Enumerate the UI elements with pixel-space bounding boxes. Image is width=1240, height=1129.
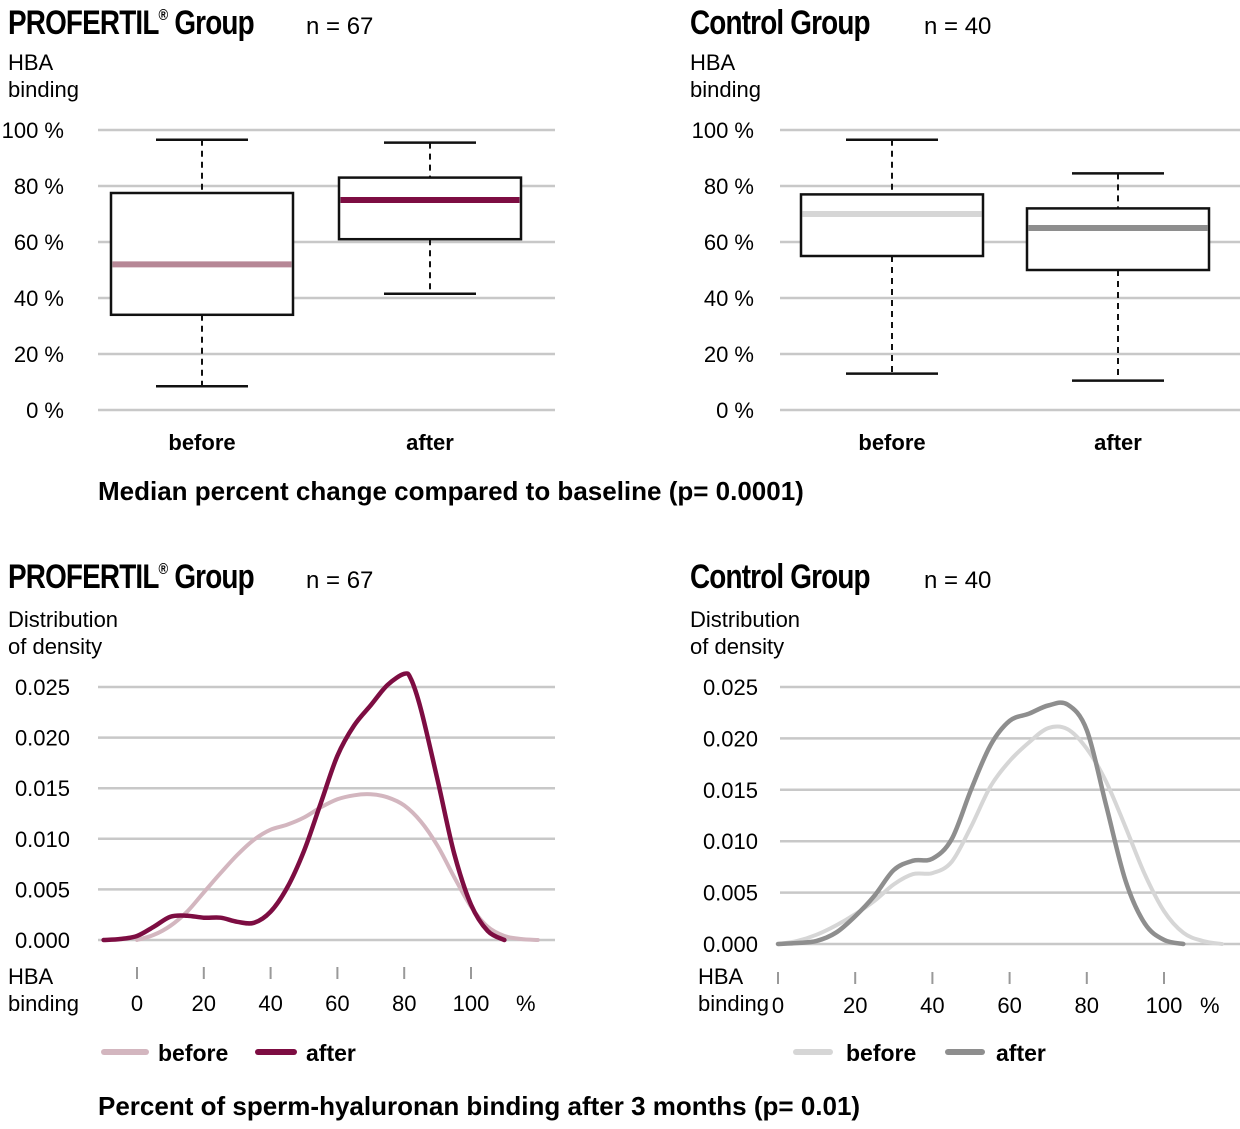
y-axis-label-line1: Distribution — [690, 607, 800, 632]
x-tick-label: 20 — [192, 991, 216, 1016]
y-tick-label: 80 % — [704, 174, 754, 199]
sample-size-label: n = 67 — [306, 13, 373, 40]
y-tick-label: 0.015 — [15, 776, 70, 801]
panel-title: PROFERTIL® Group — [8, 3, 254, 41]
x-axis-label-line1: HBA — [698, 964, 744, 989]
y-tick-label: 0.005 — [15, 877, 70, 902]
box-after — [1025, 172, 1211, 382]
panel-title: Control Group — [690, 3, 870, 41]
y-tick-label: 0.010 — [703, 829, 758, 854]
y-tick-label: 40 % — [704, 286, 754, 311]
x-tick-label: 100 — [1146, 993, 1183, 1018]
iqr-box — [337, 176, 523, 241]
sample-size-label: n = 40 — [924, 567, 991, 594]
x-tick-label: 100 — [453, 991, 490, 1016]
legend-label-after: after — [306, 1040, 356, 1066]
legend-label-before: before — [846, 1040, 916, 1066]
x-tick-label: 80 — [1075, 993, 1099, 1018]
category-label: after — [406, 430, 454, 455]
y-axis-label-line2: of density — [8, 634, 102, 659]
y-tick-label: 0.025 — [15, 675, 70, 700]
x-tick-label: 0 — [131, 991, 143, 1016]
legend: before after — [101, 1040, 356, 1066]
x-axis-unit: % — [516, 991, 536, 1016]
x-axis-label-line1: HBA — [8, 964, 54, 989]
density-panel-control: Control Group n = 40 Distribution of den… — [690, 557, 1240, 1066]
y-tick-label: 100 % — [2, 118, 64, 143]
box-before — [109, 138, 295, 388]
y-tick-label: 0.020 — [15, 726, 70, 751]
legend-label-before: before — [158, 1040, 228, 1066]
x-tick-label: 40 — [920, 993, 944, 1018]
box-plot-area: 0 % 20 % 40 % 60 % 80 % 100 % before after — [692, 118, 1240, 455]
density-section-caption: Percent of sperm-hyaluronan binding afte… — [98, 1091, 860, 1121]
y-tick-label: 0.005 — [703, 881, 758, 906]
sample-size-label: n = 40 — [924, 13, 991, 40]
y-tick-label: 60 % — [14, 230, 64, 255]
iqr-box — [1025, 207, 1211, 272]
sample-size-label: n = 67 — [306, 567, 373, 594]
y-axis-label-line1: Distribution — [8, 607, 118, 632]
box-panel-profertil: PROFERTIL® Group n = 67 HBA binding 0 % 2… — [2, 3, 555, 455]
y-tick-label: 0.020 — [703, 726, 758, 751]
density-plot-area: 0.000 0.005 0.010 0.015 0.020 0.025 0 20 40 60 80 1… — [703, 675, 1240, 1018]
x-axis-label-line2: binding — [698, 991, 769, 1016]
y-axis-label-line2: binding — [8, 77, 79, 102]
category-label: after — [1094, 430, 1142, 455]
box-section-caption: Median percent change compared to baseli… — [98, 476, 804, 506]
box-plot-area: 0 % 20 % 40 % 60 % 80 % 100 % before after — [2, 118, 555, 455]
y-tick-label: 20 % — [704, 342, 754, 367]
density-curve-after — [775, 700, 1186, 947]
x-tick-label: 0 — [772, 993, 784, 1018]
y-tick-label: 0.000 — [703, 932, 758, 957]
x-tick-label: 60 — [325, 991, 349, 1016]
panel-title: PROFERTIL® Group — [8, 557, 254, 595]
x-tick-label: 60 — [997, 993, 1021, 1018]
y-axis-label-line2: binding — [690, 77, 761, 102]
panel-title: Control Group — [690, 557, 870, 595]
y-tick-label: 100 % — [692, 118, 754, 143]
y-tick-label: 0 % — [716, 398, 754, 423]
legend-label-after: after — [996, 1040, 1046, 1066]
x-axis-unit: % — [1200, 993, 1220, 1018]
box-after — [337, 141, 523, 296]
y-tick-label: 0 % — [26, 398, 64, 423]
y-tick-label: 40 % — [14, 286, 64, 311]
y-tick-label: 80 % — [14, 174, 64, 199]
box-before — [799, 138, 985, 375]
category-label: before — [858, 430, 925, 455]
y-tick-label: 0.015 — [703, 778, 758, 803]
density-curve-after — [101, 671, 507, 943]
y-tick-label: 0.000 — [15, 928, 70, 953]
x-tick-label: 20 — [843, 993, 867, 1018]
x-axis-label-line2: binding — [8, 991, 79, 1016]
y-tick-label: 20 % — [14, 342, 64, 367]
x-tick-label: 40 — [258, 991, 282, 1016]
y-tick-label: 0.025 — [703, 675, 758, 700]
iqr-box — [799, 193, 985, 258]
y-axis-label-line1: HBA — [8, 50, 54, 75]
y-axis-label-line1: HBA — [690, 50, 736, 75]
x-tick-label: 80 — [392, 991, 416, 1016]
box-panel-control: Control Group n = 40 HBA binding 0 % 20 %… — [690, 3, 1240, 455]
iqr-box — [109, 191, 295, 317]
category-label: before — [168, 430, 235, 455]
density-panel-profertil: PROFERTIL® Group n = 67 Distribution of … — [8, 557, 555, 1066]
y-axis-label-line2: of density — [690, 634, 784, 659]
y-tick-label: 0.010 — [15, 827, 70, 852]
legend: before after — [793, 1040, 1046, 1066]
y-tick-label: 60 % — [704, 230, 754, 255]
density-plot-area: 0.000 0.005 0.010 0.015 0.020 0.025 0 20 40 60 80 1… — [15, 671, 555, 1016]
density-curve-before — [776, 724, 1224, 946]
